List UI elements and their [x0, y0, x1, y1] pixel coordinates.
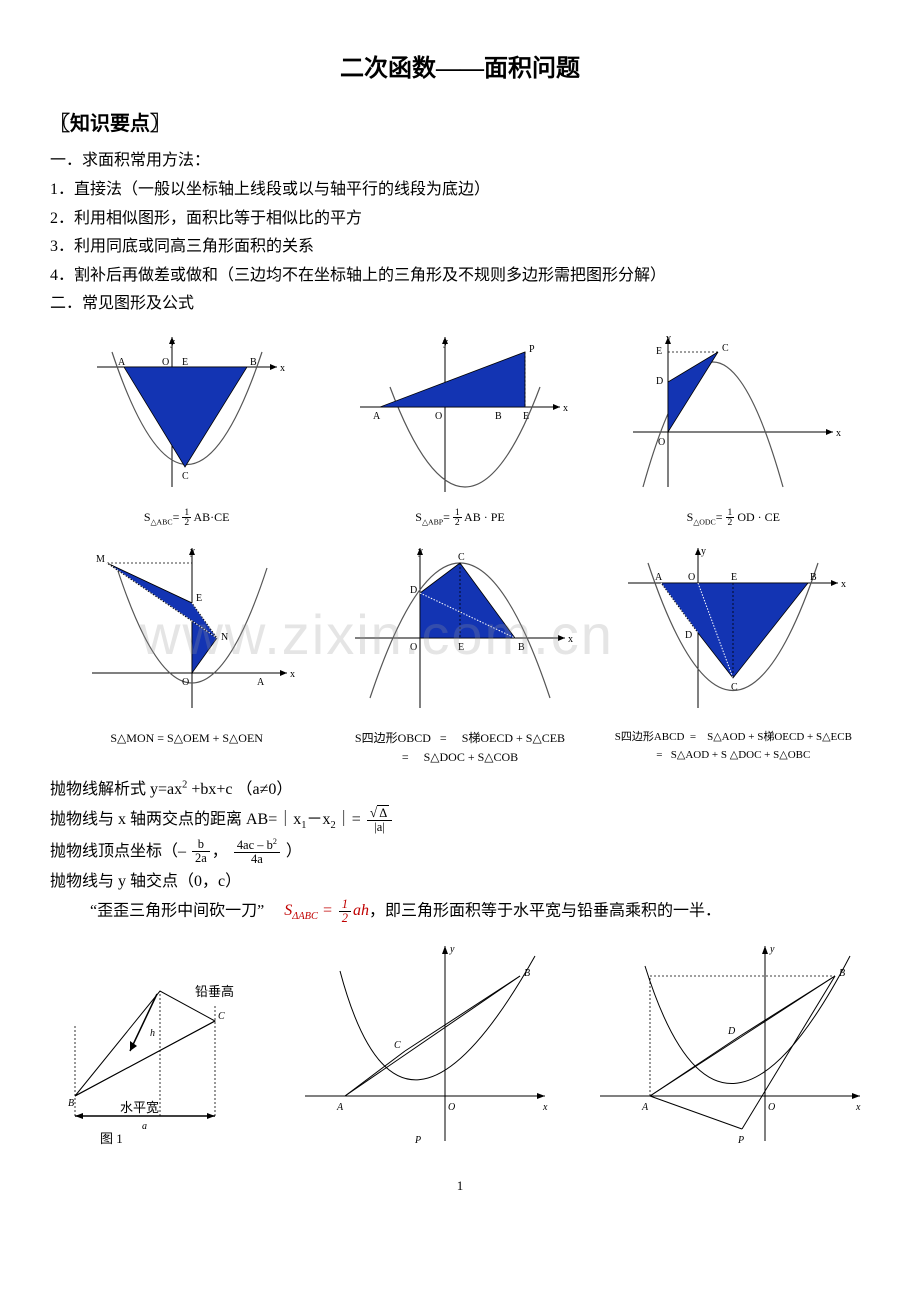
s1-item-4: 4．割补后再做差或做和（三边均不在坐标轴上的三角形及不规则多边形需把图形分解）	[50, 263, 870, 289]
svg-text:y: y	[449, 944, 455, 955]
svg-text:O: O	[768, 1102, 775, 1113]
s1-item-3: 3．利用同底或同高三角形面积的关系	[50, 234, 870, 260]
svg-text:A: A	[641, 1102, 649, 1113]
svg-text:N: N	[221, 632, 228, 643]
page-title: 二次函数——面积问题	[50, 50, 870, 88]
svg-text:B: B	[810, 572, 817, 583]
svg-text:E: E	[523, 411, 529, 422]
svg-text:P: P	[529, 344, 535, 355]
svg-text:x: x	[836, 428, 841, 439]
formula-2: 抛物线与 x 轴两交点的距离 AB=｜x1－x2｜= √Δ|a|	[50, 806, 870, 835]
svg-text:E: E	[458, 642, 464, 653]
figure-row-2: y x M E N O A S△MON = S△OEM + S△OEN y x …	[50, 538, 870, 767]
svg-text:O: O	[688, 572, 695, 583]
bottom-fig-2: y x A O C B P	[295, 936, 555, 1146]
svg-text:B: B	[68, 1098, 74, 1109]
formula-3: 抛物线顶点坐标（– b2a， 4ac – b24a ）	[50, 838, 870, 866]
svg-text:y: y	[443, 337, 448, 348]
svg-text:x: x	[841, 579, 846, 590]
svg-text:水平宽: 水平宽	[120, 1100, 159, 1115]
svg-text:x: x	[563, 403, 568, 414]
svg-text:O: O	[182, 677, 189, 688]
svg-text:B: B	[518, 642, 525, 653]
fig-2-3: y x A O E B D C S四边形ABCD = S△AOD + S梯OEC…	[597, 538, 870, 767]
svg-text:y: y	[190, 546, 195, 557]
svg-text:D: D	[727, 1026, 736, 1037]
svg-text:A: A	[118, 357, 126, 368]
svg-text:图 1: 图 1	[100, 1131, 123, 1146]
svg-text:C: C	[394, 1040, 401, 1051]
svg-text:E: E	[656, 346, 662, 357]
svg-text:O: O	[410, 642, 417, 653]
svg-text:A: A	[336, 1102, 344, 1113]
svg-text:M: M	[96, 554, 105, 565]
svg-text:C: C	[722, 343, 729, 354]
svg-text:x: x	[568, 634, 573, 645]
svg-text:O: O	[448, 1102, 455, 1113]
svg-text:A: A	[257, 677, 265, 688]
svg-text:O: O	[658, 437, 665, 448]
svg-text:y: y	[170, 337, 175, 348]
svg-text:C: C	[182, 471, 189, 482]
fig-2-2: y x O E B D C S四边形OBCD = S梯OECD + S△CEB …	[323, 538, 596, 767]
svg-text:B: B	[524, 968, 530, 979]
section-header: 〖知识要点〗	[50, 108, 870, 140]
formula-1: 抛物线解析式 y=ax2 +bx+c （a≠0）	[50, 777, 870, 803]
svg-text:O: O	[435, 411, 442, 422]
svg-text:E: E	[196, 593, 202, 604]
svg-text:x: x	[280, 363, 285, 374]
cap11-s: S	[144, 510, 151, 524]
svg-text:y: y	[418, 546, 423, 557]
svg-text:D: D	[656, 376, 663, 387]
s1-item-2: 2．利用相似图形，面积比等于相似比的平方	[50, 206, 870, 232]
svg-text:C: C	[731, 682, 738, 693]
svg-text:P: P	[737, 1135, 744, 1146]
svg-text:铅垂高: 铅垂高	[195, 984, 234, 999]
svg-text:C: C	[218, 1011, 225, 1022]
svg-text:A: A	[655, 572, 663, 583]
svg-text:E: E	[731, 572, 737, 583]
svg-text:E: E	[182, 357, 188, 368]
svg-text:O: O	[162, 357, 169, 368]
svg-text:B: B	[495, 411, 502, 422]
svg-text:y: y	[666, 333, 671, 344]
s2-heading: 二．常见图形及公式	[50, 291, 870, 317]
formula-5: “歪歪三角形中间砍一刀” SΔABC = 12ah，即三角形面积等于水平宽与铅垂…	[90, 898, 870, 926]
svg-text:x: x	[290, 669, 295, 680]
svg-text:D: D	[685, 630, 692, 641]
formula-4: 抛物线与 y 轴交点（0，c）	[50, 869, 870, 895]
svg-text:y: y	[701, 546, 706, 557]
svg-text:D: D	[410, 585, 417, 596]
svg-text:B: B	[839, 968, 845, 979]
fig-1-1: y x A O E B C S△ABC= 12 AB·CE	[50, 327, 323, 528]
svg-text:a: a	[142, 1121, 147, 1132]
fig-1-2: y x A O B E P S△ABP= 12 AB · PE	[323, 327, 596, 528]
s1-item-1: 1．直接法（一般以坐标轴上线段或以与轴平行的线段为底边）	[50, 177, 870, 203]
svg-text:B: B	[250, 357, 257, 368]
svg-text:x: x	[542, 1102, 548, 1113]
bottom-figures: B C h 铅垂高 水平宽 a 图 1 y x A O C B P	[50, 936, 870, 1146]
svg-text:C: C	[458, 552, 465, 563]
bottom-fig-3: y x A O D B P	[590, 936, 870, 1146]
svg-text:P: P	[414, 1135, 421, 1146]
page-number: 1	[50, 1176, 870, 1197]
s1-heading: 一．求面积常用方法：	[50, 148, 870, 174]
bottom-fig-1: B C h 铅垂高 水平宽 a 图 1	[50, 966, 260, 1146]
svg-text:y: y	[769, 944, 775, 955]
figure-row-1: y x A O E B C S△ABC= 12 AB·CE y x A O B	[50, 327, 870, 528]
svg-text:h: h	[150, 1028, 155, 1039]
svg-text:x: x	[855, 1102, 861, 1113]
fig-2-1: y x M E N O A S△MON = S△OEM + S△OEN	[50, 538, 323, 767]
svg-text:A: A	[373, 411, 381, 422]
fig-1-3: y x E D C O S△ODC= 12 OD · CE	[597, 327, 870, 528]
